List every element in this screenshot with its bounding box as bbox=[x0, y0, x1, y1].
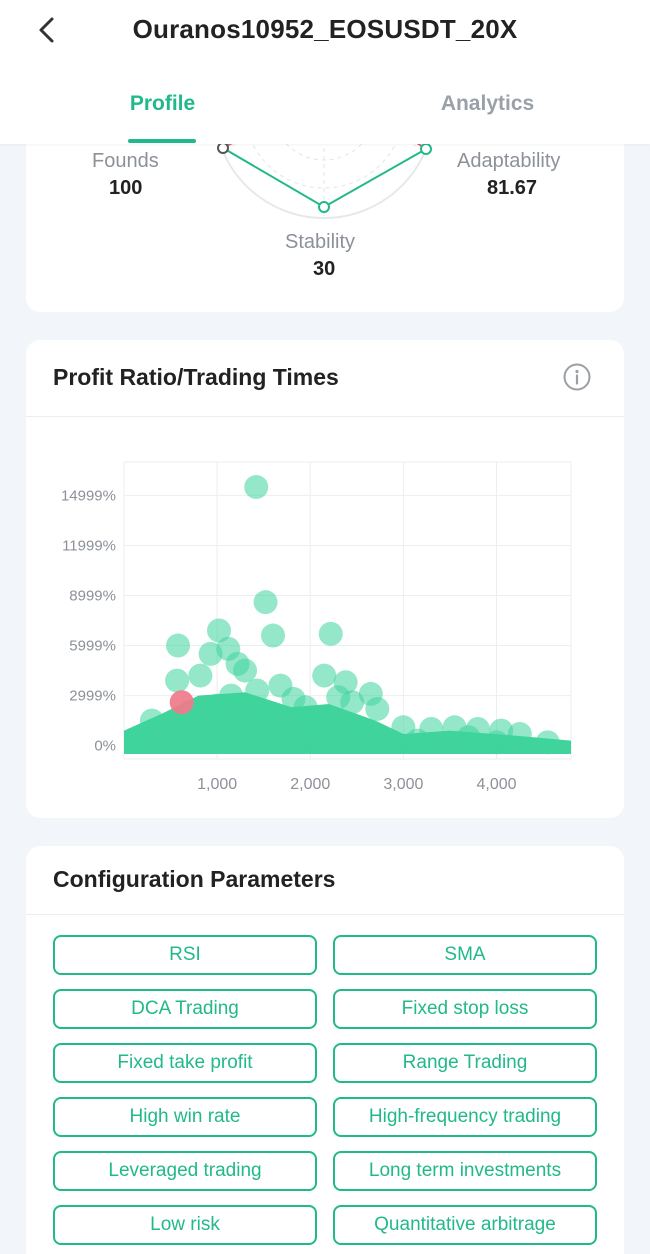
config-tag[interactable]: Fixed stop loss bbox=[333, 989, 597, 1029]
x-tick-label: 1,000 bbox=[197, 776, 237, 793]
config-card: Configuration Parameters RSI SMA DCA Tradi… bbox=[26, 846, 624, 1254]
adaptability-value: 81.67 bbox=[487, 177, 538, 199]
y-tick-label: 5999% bbox=[69, 638, 116, 655]
back-button[interactable] bbox=[30, 12, 66, 48]
config-tag[interactable]: Long term investments bbox=[333, 1151, 597, 1191]
scatter-point bbox=[165, 668, 190, 693]
scatter-point bbox=[253, 590, 278, 615]
founds-value: 100 bbox=[109, 177, 143, 199]
scatter-point bbox=[219, 683, 244, 708]
scatter-point bbox=[318, 621, 343, 646]
y-tick-label: 0% bbox=[94, 738, 116, 755]
scatter-point bbox=[244, 475, 269, 500]
scatter-point bbox=[125, 728, 150, 753]
stability-label: Stability bbox=[285, 231, 356, 253]
config-tag[interactable]: Quantitative arbitrage bbox=[333, 1205, 597, 1245]
scatter-point bbox=[188, 663, 213, 688]
stability-value: 30 bbox=[313, 258, 336, 280]
scatter-point bbox=[225, 651, 250, 676]
scatter-point bbox=[326, 685, 351, 710]
config-tag[interactable]: High win rate bbox=[53, 1097, 317, 1137]
scatter-point bbox=[256, 705, 281, 730]
scatter-point bbox=[139, 708, 164, 733]
tab-profile[interactable]: Profile bbox=[129, 92, 196, 115]
config-tag[interactable]: High-frequency trading bbox=[333, 1097, 597, 1137]
scatter-point bbox=[535, 730, 560, 755]
app-header: Ouranos10952_EOSUSDT_20X Profile Analyti… bbox=[0, 0, 650, 144]
scatter-point-highlight bbox=[169, 690, 194, 715]
y-tick-label: 11999% bbox=[62, 537, 116, 554]
config-tag[interactable]: Range Trading bbox=[333, 1043, 597, 1083]
scatter-point bbox=[302, 708, 327, 733]
config-tag[interactable]: DCA Trading bbox=[53, 989, 317, 1029]
x-tick-label: 4,000 bbox=[476, 776, 516, 793]
scatter-point bbox=[349, 720, 374, 745]
y-tick-label: 14999% bbox=[61, 487, 116, 504]
scatter-point bbox=[365, 696, 390, 721]
chart-divider bbox=[26, 416, 624, 417]
chart-section-title: Profit Ratio/Trading Times bbox=[53, 364, 339, 390]
x-tick-label: 2,000 bbox=[290, 776, 330, 793]
scatter-point bbox=[261, 623, 285, 648]
tab-analytics[interactable]: Analytics bbox=[440, 92, 535, 115]
radar-point-founds bbox=[217, 142, 229, 154]
scatter-point bbox=[405, 728, 430, 753]
plot-area bbox=[123, 461, 572, 760]
config-tag[interactable]: RSI bbox=[53, 935, 317, 975]
page-title: Ouranos10952_EOSUSDT_20X bbox=[132, 14, 518, 44]
active-tab-indicator bbox=[128, 139, 196, 143]
config-tag[interactable]: Low risk bbox=[53, 1205, 317, 1245]
config-divider bbox=[26, 914, 624, 915]
radar-point-stability bbox=[318, 201, 330, 213]
y-tick-label: 2999% bbox=[69, 688, 116, 705]
scatter-point bbox=[312, 663, 337, 688]
scatter-point bbox=[245, 678, 270, 703]
config-tag[interactable]: Leveraged trading bbox=[53, 1151, 317, 1191]
config-tag[interactable]: Fixed take profit bbox=[53, 1043, 317, 1083]
scatter-point bbox=[507, 721, 532, 746]
founds-label: Founds bbox=[92, 150, 159, 172]
scatter-chart: 0% 2999% 5999% 8999% 11999% 14999% 1,000 2,000 3… bbox=[61, 461, 572, 793]
y-tick-label: 8999% bbox=[69, 587, 116, 604]
scatter-point bbox=[198, 641, 223, 666]
radar-point-adaptability bbox=[420, 143, 432, 155]
adaptability-label: Adaptability bbox=[457, 150, 561, 172]
scatter-point bbox=[484, 730, 509, 755]
config-tag[interactable]: SMA bbox=[333, 935, 597, 975]
profit-ratio-card: Profit Ratio/Trading Times 0% 2999% 5999% 8… bbox=[26, 340, 624, 818]
config-title: Configuration Parameters bbox=[53, 866, 336, 892]
scatter-point bbox=[166, 633, 191, 658]
x-tick-label: 3,000 bbox=[383, 776, 423, 793]
scatter-point bbox=[206, 618, 231, 643]
info-icon[interactable] bbox=[562, 362, 592, 392]
chevron-left-icon bbox=[39, 17, 54, 43]
scatter-point bbox=[456, 725, 481, 750]
